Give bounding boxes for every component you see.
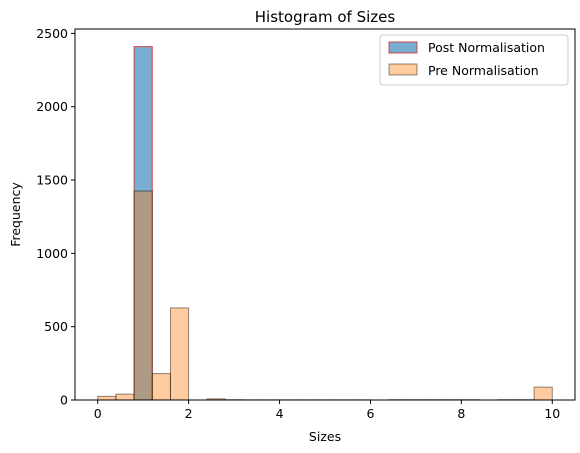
x-axis-ticks: 0 2 4 6 8 10: [94, 400, 560, 421]
y-axis-label: Frequency: [8, 182, 23, 247]
x-tick-label: 4: [276, 406, 284, 421]
x-tick-label: 8: [457, 406, 465, 421]
x-axis-label: Sizes: [309, 429, 341, 444]
y-tick-label: 0: [60, 393, 68, 408]
x-tick-label: 6: [366, 406, 374, 421]
x-tick-label: 0: [94, 406, 102, 421]
plot-frame: [74, 28, 576, 401]
legend: Post Normalisation Pre Normalisation: [379, 34, 569, 86]
chart-title: Histogram of Sizes: [255, 8, 396, 26]
x-tick-label: 10: [544, 406, 560, 421]
legend-box: [379, 34, 569, 86]
bars-layer: [97, 46, 553, 401]
histogram-bar-pre-normalisation-2: [133, 190, 153, 401]
legend-label-pre-normalisation: Pre Normalisation: [428, 63, 539, 78]
y-tick-label: 500: [44, 319, 68, 334]
legend-swatch-pre-normalisation: [388, 63, 418, 76]
histogram-bar-pre-normalisation-3: [151, 373, 171, 401]
legend-label-post-normalisation: Post Normalisation: [428, 40, 545, 55]
y-tick-label: 1000: [36, 246, 68, 261]
y-axis-ticks: 0 500 1000 1500 2000 2500: [36, 26, 75, 408]
histogram-bar-pre-normalisation-1: [115, 393, 135, 401]
y-tick-label: 1500: [36, 173, 68, 188]
x-tick-label: 2: [185, 406, 193, 421]
y-tick-label: 2500: [36, 26, 68, 41]
histogram-bar-pre-normalisation-0: [97, 395, 117, 401]
y-tick-label: 2000: [36, 99, 68, 114]
legend-swatch-post-normalisation: [388, 41, 418, 54]
histogram-bar-pre-normalisation-24: [533, 386, 553, 401]
histogram-bar-pre-normalisation-4: [169, 307, 190, 401]
